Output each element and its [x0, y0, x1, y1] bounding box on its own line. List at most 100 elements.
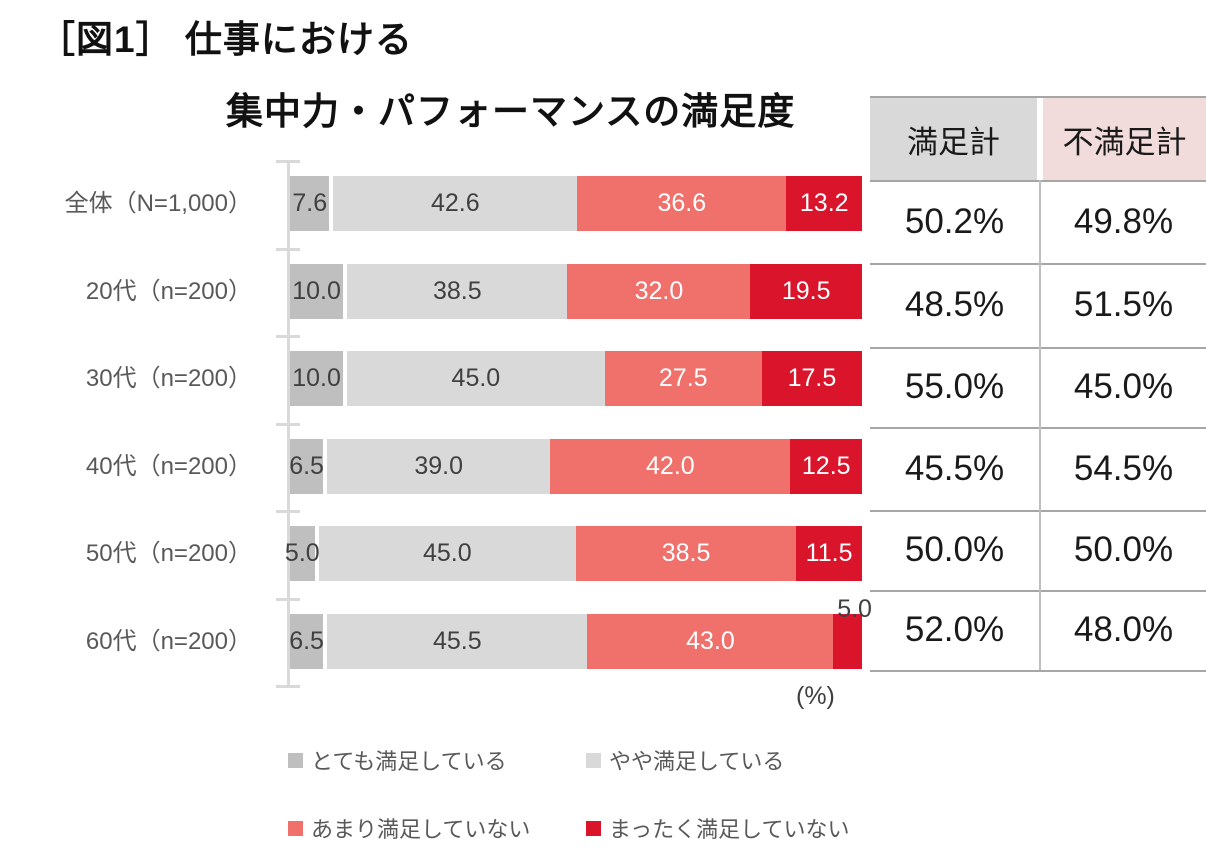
bar-segment: 27.5	[604, 351, 762, 407]
bar-segment: 43.0	[587, 614, 834, 669]
table-value-cell: 50.2%	[904, 201, 1005, 241]
bar-value-label: 45.0	[422, 539, 472, 568]
bar-row: 6.5 45.5 43.0 5.0	[289, 595, 872, 669]
bar-segment: 12.5	[790, 438, 862, 494]
bar-segment: 10.0	[290, 351, 348, 407]
legend-swatch-icon	[586, 820, 601, 836]
bar-value-label: 6.5	[289, 627, 324, 655]
legend-item: あまり満足していない	[288, 812, 586, 844]
bar-row: 10.0 38.5 32.0 19.5	[290, 263, 862, 319]
bar-value-label: 10.0	[292, 276, 341, 305]
bar-segment: 42.0	[550, 438, 791, 494]
bar-row: 7.6 42.6 36.6 13.2	[290, 176, 862, 231]
bar-segment: 11.5	[796, 526, 862, 582]
bar-segment: 45.0	[318, 526, 576, 582]
bar-segment: 17.5	[761, 351, 862, 407]
bar-segment: 36.6	[577, 176, 787, 231]
axis-tick	[276, 335, 300, 338]
legend-swatch-icon	[288, 820, 303, 836]
table-value-cell: 50.0%	[1073, 530, 1174, 569]
table-header-cell: 不満足計	[1043, 98, 1206, 180]
table-top-border	[870, 96, 1206, 98]
table-row-separator	[870, 590, 1206, 592]
table-value-cell: 49.8%	[1073, 201, 1174, 241]
category-label: 60代（n=200）	[85, 628, 252, 655]
table-value-cell: 45.5%	[904, 448, 1005, 488]
table-row-separator	[870, 347, 1206, 349]
bar-row: 6.5 39.0 42.0 12.5	[289, 438, 862, 494]
bar-value-label: 39.0	[414, 451, 464, 480]
bar-segment: 45.5	[327, 614, 588, 669]
figure-title-line1: ［図1］ 仕事における	[38, 19, 413, 60]
bar-value-label: 11.5	[805, 539, 853, 568]
bar-segment: 6.5	[289, 614, 328, 669]
table-value-cell: 48.0%	[1073, 610, 1174, 649]
legend-label: とても満足している	[311, 749, 507, 774]
legend-label: あまり満足していない	[311, 817, 531, 842]
bar-segment: 13.2	[786, 176, 862, 231]
axis-tick	[276, 510, 300, 513]
bar-value-label: 12.5	[801, 451, 851, 480]
summary-table: 満足計 不満足計 50.2% 49.8% 48.5% 51.5% 55.0% 45.0% 45.…	[870, 96, 1206, 672]
table-row-separator	[870, 263, 1206, 265]
legend-item: やや満足している	[586, 744, 849, 776]
bar-value-label: 17.5	[787, 364, 837, 393]
legend-swatch-icon	[288, 752, 303, 768]
unit-label: (%)	[796, 682, 835, 710]
axis-tick	[276, 248, 300, 251]
category-label: 40代（n=200）	[85, 452, 252, 480]
bar-segment: 5.0	[285, 526, 320, 582]
axis-tick	[276, 685, 300, 688]
bar-value-label: 5.0	[284, 539, 320, 568]
bar-segment: 19.5	[750, 263, 862, 319]
bar-value-label: 19.5	[781, 276, 831, 305]
table-value-cell: 52.0%	[904, 610, 1005, 649]
bar-segment: 38.5	[575, 526, 797, 582]
bar-value-label: 10.0	[292, 364, 341, 393]
bar-value-label: 5.0	[837, 595, 872, 623]
bar-value-label: 43.0	[686, 627, 735, 655]
bar-value-label: 38.5	[432, 276, 482, 305]
legend-item: とても満足している	[288, 744, 586, 776]
bar-segment: 45.0	[347, 351, 605, 407]
table-column-separator	[1039, 180, 1041, 670]
legend: とても満足している やや満足している あまり満足していない まったく満足していない	[288, 744, 849, 844]
table-header-cell: 満足計	[870, 98, 1037, 180]
table-row-separator	[870, 510, 1206, 512]
table-row-separator	[870, 670, 1206, 672]
axis-tick	[276, 160, 300, 163]
bar-value-label: 42.6	[430, 189, 480, 217]
bar-segment: 38.5	[347, 263, 568, 319]
bar-value-label: 38.5	[661, 539, 711, 568]
bar-segment: 39.0	[327, 438, 551, 494]
bar-value-label: 7.6	[292, 189, 328, 217]
bar-value-label: 27.5	[658, 364, 708, 393]
bar-value-label: 13.2	[799, 189, 849, 217]
bar-segment: 42.6	[333, 176, 578, 231]
bar-row: 5.0 45.0 38.5 11.5	[285, 526, 862, 582]
bar-value-label: 6.5	[289, 451, 324, 480]
table-value-cell: 51.5%	[1073, 285, 1174, 324]
table-value-cell: 48.5%	[904, 285, 1005, 324]
legend-swatch-icon	[586, 752, 601, 768]
axis-tick	[276, 423, 300, 426]
bar-segment: 6.5	[289, 438, 328, 494]
table-value-cell: 50.0%	[904, 530, 1005, 569]
bar-value-label: 36.6	[657, 189, 707, 217]
bar-value-label: 32.0	[634, 276, 684, 305]
table-value-cell: 55.0%	[904, 367, 1005, 406]
bar-segment: 7.6	[290, 176, 334, 231]
bar-value-label: 45.5	[432, 627, 482, 655]
bar-row: 10.0 45.0 27.5 17.5	[290, 351, 862, 407]
bar-value-label: 42.0	[646, 451, 695, 480]
category-label: 20代（n=200）	[85, 277, 252, 305]
axis-tick	[276, 598, 300, 601]
bar-value-label: 45.0	[451, 364, 501, 393]
table-value-cell: 54.5%	[1073, 448, 1174, 488]
bar-segment: 10.0	[290, 263, 348, 319]
figure-title-line2: 集中力・パフォーマンスの満足度	[226, 91, 796, 132]
bar-segment: 5.0	[833, 595, 872, 669]
category-label: 50代（n=200）	[85, 540, 252, 568]
bar-segment: 32.0	[567, 263, 751, 319]
